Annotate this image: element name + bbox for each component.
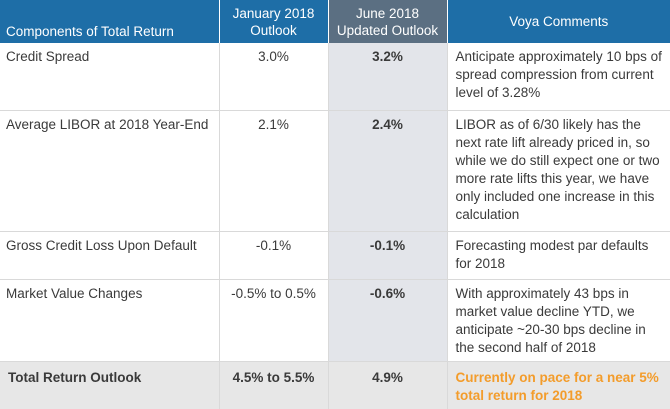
row-comment: With approximately 43 bps in market valu…: [447, 280, 670, 362]
header-june-line2: Updated Outlook: [337, 23, 438, 38]
header-june: June 2018 Updated Outlook: [328, 0, 447, 43]
header-comments: Voya Comments: [447, 0, 670, 43]
table-row-total-return-outlook: Total Return Outlook 4.5% to 5.5% 4.9% C…: [0, 362, 670, 409]
table-row-market-value-changes: Market Value Changes -0.5% to 0.5% -0.6%…: [0, 280, 670, 362]
row-component: Market Value Changes: [0, 280, 219, 362]
row-comment: Forecasting modest par defaults for 2018: [447, 232, 670, 280]
row-june-value: 3.2%: [328, 43, 447, 111]
row-component: Average LIBOR at 2018 Year-End: [0, 111, 219, 232]
row-june-value: -0.1%: [328, 232, 447, 280]
total-comment: Currently on pace for a near 5% total re…: [447, 362, 670, 409]
row-june-value: -0.6%: [328, 280, 447, 362]
header-june-line1: June 2018: [356, 6, 419, 21]
table-row-gross-credit-loss: Gross Credit Loss Upon Default -0.1% -0.…: [0, 232, 670, 280]
header-components: Components of Total Return: [0, 0, 219, 43]
header-january: January 2018 Outlook: [219, 0, 328, 43]
row-component: Credit Spread: [0, 43, 219, 111]
row-june-value: 2.4%: [328, 111, 447, 232]
table-row-credit-spread: Credit Spread 3.0% 3.2% Anticipate appro…: [0, 43, 670, 111]
total-june-value: 4.9%: [328, 362, 447, 409]
row-component: Gross Credit Loss Upon Default: [0, 232, 219, 280]
row-january-value: -0.5% to 0.5%: [219, 280, 328, 362]
row-january-value: 3.0%: [219, 43, 328, 111]
header-row: Components of Total Return January 2018 …: [0, 0, 670, 43]
header-january-line1: January 2018: [233, 6, 315, 21]
header-comments-label: Voya Comments: [509, 14, 608, 29]
table-row-average-libor: Average LIBOR at 2018 Year-End 2.1% 2.4%…: [0, 111, 670, 232]
row-comment: Anticipate approximately 10 bps of sprea…: [447, 43, 670, 111]
row-january-value: -0.1%: [219, 232, 328, 280]
header-components-label: Components of Total Return: [6, 24, 174, 39]
header-january-line2: Outlook: [250, 23, 297, 38]
row-january-value: 2.1%: [219, 111, 328, 232]
total-january-value: 4.5% to 5.5%: [219, 362, 328, 409]
row-comment: LIBOR as of 6/30 likely has the next rat…: [447, 111, 670, 232]
total-component: Total Return Outlook: [0, 362, 219, 409]
